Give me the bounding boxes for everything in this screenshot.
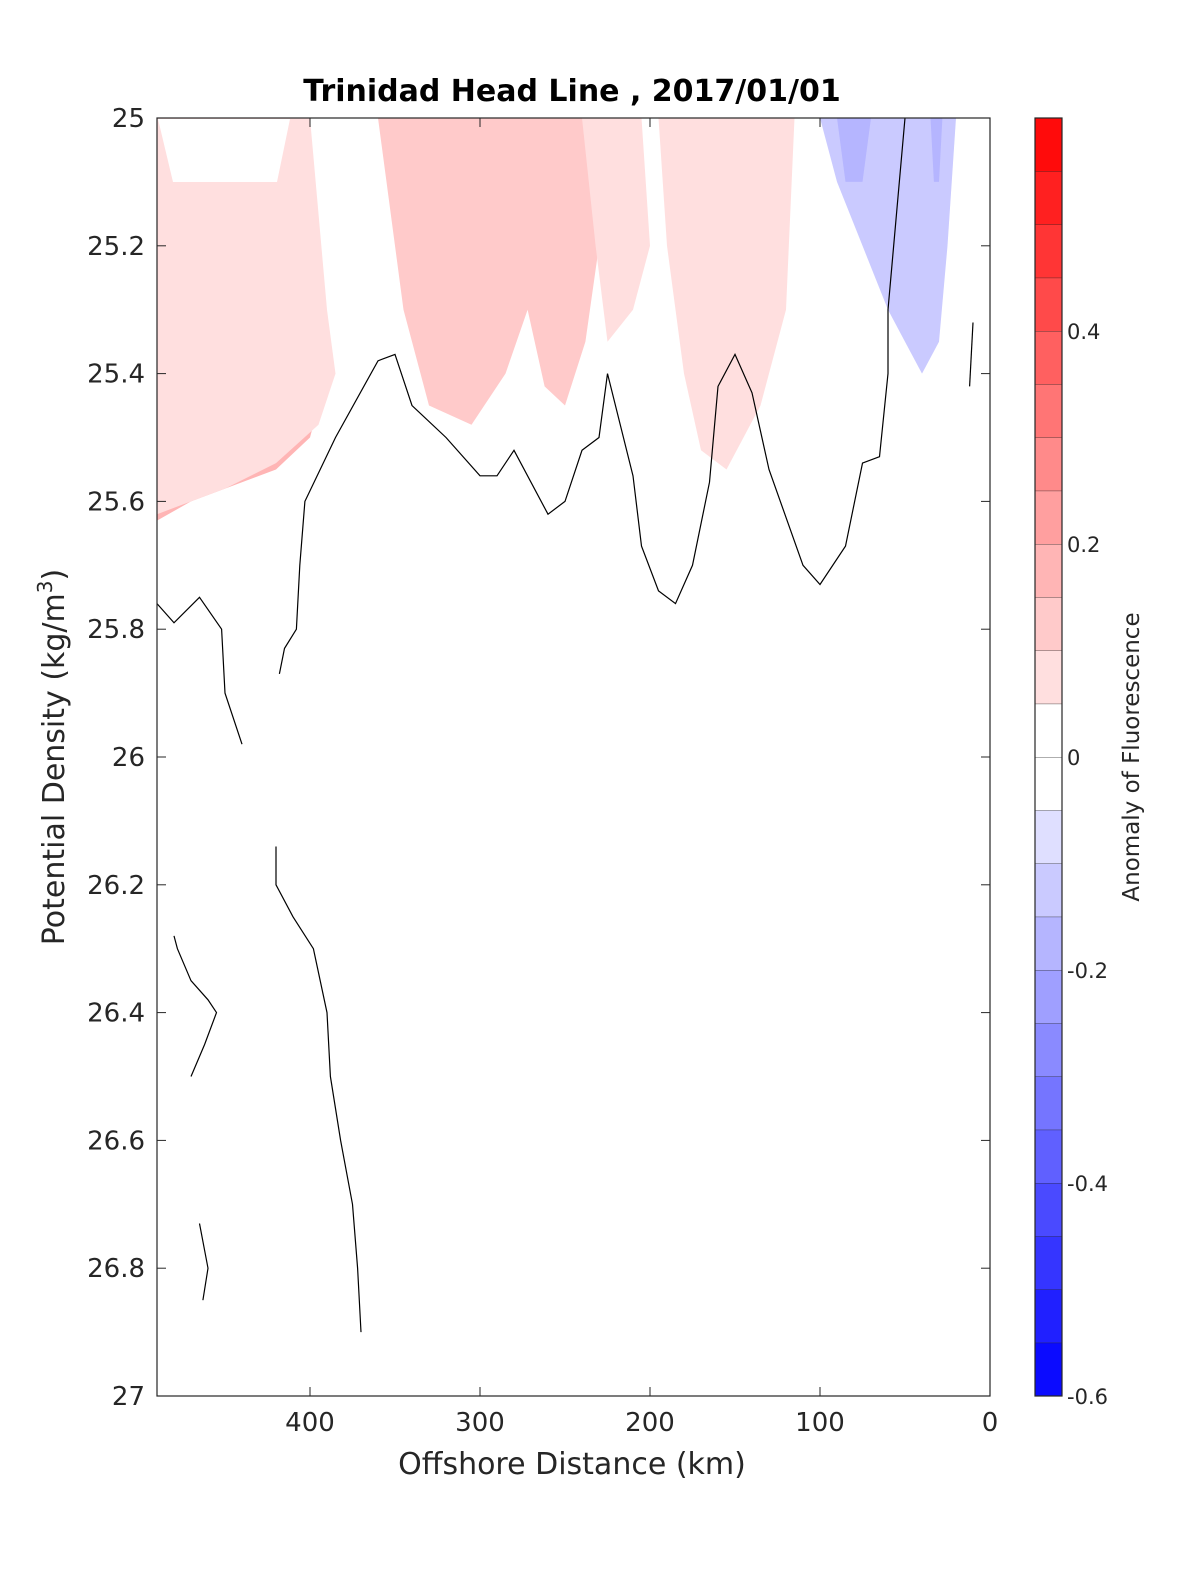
colorbar-band bbox=[1035, 1183, 1062, 1237]
contour-regions bbox=[157, 118, 970, 1333]
x-tick-label: 400 bbox=[285, 1408, 335, 1438]
colorbar-band bbox=[1035, 810, 1062, 864]
y-tick-label: 26 bbox=[112, 743, 145, 773]
colorbar-band bbox=[1035, 597, 1062, 651]
zero-contour-line bbox=[969, 322, 974, 387]
contour-region bbox=[301, 488, 412, 1333]
colorbar-tick-label: -0.4 bbox=[1067, 1172, 1108, 1196]
y-tick-label: 25 bbox=[112, 104, 145, 134]
colorbar-frame bbox=[1034, 117, 1063, 1397]
zero-contour-line bbox=[173, 935, 218, 1077]
zero-contour-lines bbox=[156, 117, 974, 1333]
y-tick-label: 27 bbox=[112, 1382, 145, 1412]
contour-region bbox=[157, 118, 336, 515]
chart-title: Trinidad Head Line , 2017/01/01 bbox=[303, 74, 840, 109]
colorbar-band bbox=[1035, 384, 1062, 438]
y-tick-label: 25.6 bbox=[87, 487, 145, 517]
colorbar-band bbox=[1035, 437, 1062, 491]
y-axis-label-main: Potential Density (kg/m bbox=[37, 593, 72, 945]
colorbar-band bbox=[1035, 277, 1062, 331]
colorbar-band bbox=[1035, 224, 1062, 278]
colorbar-tick-label: -0.6 bbox=[1067, 1385, 1108, 1409]
contour-region bbox=[361, 1108, 395, 1205]
no-data-gap bbox=[158, 119, 290, 182]
y-tick-label: 25.4 bbox=[87, 360, 145, 390]
colorbar-band bbox=[1035, 544, 1062, 598]
colorbar: -0.6 -0.4 -0.2 0 0.2 0.4 Anomaly of Fluoresce… bbox=[1034, 117, 1145, 1409]
y-tick-label: 26.2 bbox=[87, 871, 145, 901]
colorbar-band bbox=[1035, 1342, 1062, 1396]
zero-contour-line bbox=[278, 117, 906, 675]
contour-region bbox=[582, 118, 650, 342]
colorbar-band bbox=[1035, 1129, 1062, 1183]
contour-region bbox=[463, 1140, 506, 1269]
contour-region bbox=[386, 565, 676, 1333]
y-axis-label: Potential Density (kg/m3) bbox=[33, 569, 72, 945]
contour-region bbox=[930, 118, 943, 182]
colorbar-bands bbox=[1035, 117, 1062, 1396]
colorbar-band bbox=[1035, 331, 1062, 385]
y-tick-label: 26.8 bbox=[87, 1254, 145, 1284]
y-axis-label-superscript: 3 bbox=[33, 580, 57, 593]
colorbar-ticks: -0.6 -0.4 -0.2 0 0.2 0.4 bbox=[1067, 320, 1108, 1409]
colorbar-band bbox=[1035, 970, 1062, 1024]
colorbar-tick-label: -0.2 bbox=[1067, 959, 1108, 983]
y-tick-label: 25.2 bbox=[87, 232, 145, 262]
x-tick-label: 0 bbox=[982, 1408, 999, 1438]
x-axis-ticks: 400 300 200 100 0 bbox=[285, 118, 998, 1438]
x-axis-label: Offshore Distance (km) bbox=[398, 1447, 746, 1482]
colorbar-band bbox=[1035, 171, 1062, 225]
colorbar-band bbox=[1035, 703, 1062, 757]
colorbar-band bbox=[1035, 118, 1062, 172]
colorbar-band bbox=[1035, 863, 1062, 917]
contour-region bbox=[675, 565, 956, 1333]
zero-contour-line bbox=[198, 1223, 209, 1301]
y-axis-label-close: ) bbox=[37, 569, 72, 581]
colorbar-band bbox=[1035, 757, 1062, 811]
y-axis-ticks: 25 25.2 25.4 25.6 25.8 26 26.2 26.4 26.6 26.8 27 bbox=[87, 104, 990, 1412]
contour-region bbox=[658, 118, 795, 470]
x-tick-label: 100 bbox=[795, 1408, 845, 1438]
colorbar-band bbox=[1035, 650, 1062, 704]
zero-contour-line bbox=[156, 596, 243, 745]
zero-contour-line bbox=[275, 846, 362, 1333]
colorbar-band bbox=[1035, 1023, 1062, 1077]
y-tick-label: 26.6 bbox=[87, 1126, 145, 1156]
colorbar-band bbox=[1035, 916, 1062, 970]
y-tick-label: 25.8 bbox=[87, 615, 145, 645]
colorbar-band bbox=[1035, 1289, 1062, 1343]
colorbar-band bbox=[1035, 1076, 1062, 1130]
contour-region bbox=[378, 118, 608, 425]
contour-region bbox=[837, 118, 871, 182]
x-tick-label: 200 bbox=[625, 1408, 675, 1438]
y-tick-label: 26.4 bbox=[87, 999, 145, 1029]
colorbar-label: Anomaly of Fluorescence bbox=[1119, 612, 1145, 901]
colorbar-tick-label: 0.4 bbox=[1067, 320, 1100, 344]
colorbar-tick-label: 0.2 bbox=[1067, 533, 1100, 557]
colorbar-band bbox=[1035, 490, 1062, 544]
colorbar-band bbox=[1035, 1236, 1062, 1290]
plot-area: 400 300 200 100 0 25 25.2 25.4 25.6 25.8 26 26.2 26… bbox=[87, 104, 998, 1438]
x-tick-label: 300 bbox=[455, 1408, 505, 1438]
colorbar-tick-label: 0 bbox=[1067, 746, 1080, 770]
